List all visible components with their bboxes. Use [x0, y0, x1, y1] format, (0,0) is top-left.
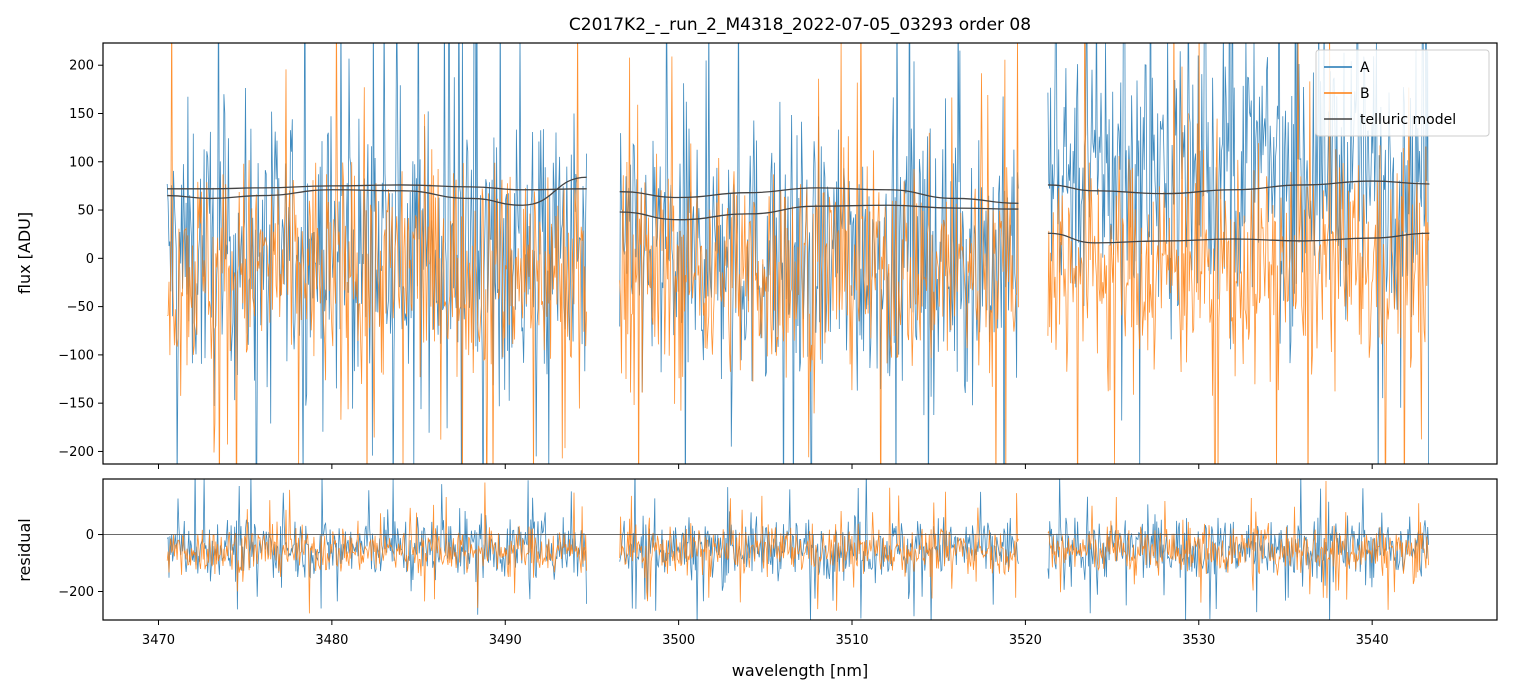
legend-entry-label: B: [1360, 86, 1370, 102]
residual-x-tick-label: 3490: [489, 633, 522, 648]
residual-x-tick-label: 3500: [662, 633, 695, 648]
residual-series-b: [166, 480, 1429, 614]
residual-panel: −200 0 3470 3480 3490 3500 3510 3520 3530 3540 r…: [15, 478, 1498, 680]
legend-entry-label: A: [1360, 60, 1370, 76]
residual-x-tick-label: 3480: [315, 633, 348, 648]
chart-title: C2017K2_-_run_2_M4318_2022-07-05_03293 o…: [569, 15, 1031, 35]
telluric-model-curve-1: [167, 184, 587, 191]
residual-x-tick-label: 3530: [1182, 633, 1215, 648]
flux-axes-frame: [102, 42, 1498, 465]
flux-y-tick-label: −50: [67, 300, 94, 315]
flux-y-tick-label: 50: [77, 204, 94, 219]
residual-x-tick-label: 3470: [142, 633, 175, 648]
residual-x-tick-label: 3540: [1356, 633, 1389, 648]
flux-y-tick-label: 100: [69, 155, 94, 170]
residual-plot-area: [103, 479, 1497, 620]
telluric-model-curve-6: [1047, 232, 1430, 244]
residual-x-ticks: 3470 3480 3490 3500 3510 3520 3530 3540: [142, 620, 1389, 648]
flux-y-tick-label: 200: [69, 59, 94, 74]
residual-axes-frame: [102, 478, 1498, 621]
x-axis-label: wavelength [nm]: [732, 661, 869, 680]
legend-entry-label: telluric model: [1360, 112, 1456, 128]
flux-y-tick-label: −100: [58, 348, 94, 363]
telluric-model-curve-3: [619, 187, 1019, 204]
flux-panel: −200 −150 −100 −50 0 50 100 150 200 flux [ADU] A…: [15, 42, 1498, 469]
flux-y-tick-label: −200: [58, 445, 94, 460]
flux-y-ticks: −200 −150 −100 −50 0 50 100 150 200: [58, 59, 103, 460]
flux-y-tick-label: 150: [69, 107, 94, 122]
legend-box: [1315, 49, 1490, 137]
telluric-model-curve-4: [619, 204, 1019, 221]
residual-x-tick-label: 3510: [835, 633, 868, 648]
telluric-model-curve-5: [1047, 180, 1430, 195]
telluric-model-curve-2: [167, 176, 587, 206]
residual-y-axis-label: residual: [15, 518, 34, 581]
flux-y-tick-label: 0: [86, 252, 94, 267]
residual-x-tick-label: 3520: [1009, 633, 1042, 648]
residual-y-tick-label: −200: [58, 585, 94, 600]
residual-y-ticks: −200 0: [58, 528, 103, 600]
residual-y-tick-label: 0: [86, 528, 94, 543]
flux-y-tick-label: −150: [58, 397, 94, 412]
flux-y-axis-label: flux [ADU]: [15, 212, 34, 294]
flux-plot-area: [166, 43, 1430, 464]
flux-x-ticks: [157, 464, 1373, 469]
